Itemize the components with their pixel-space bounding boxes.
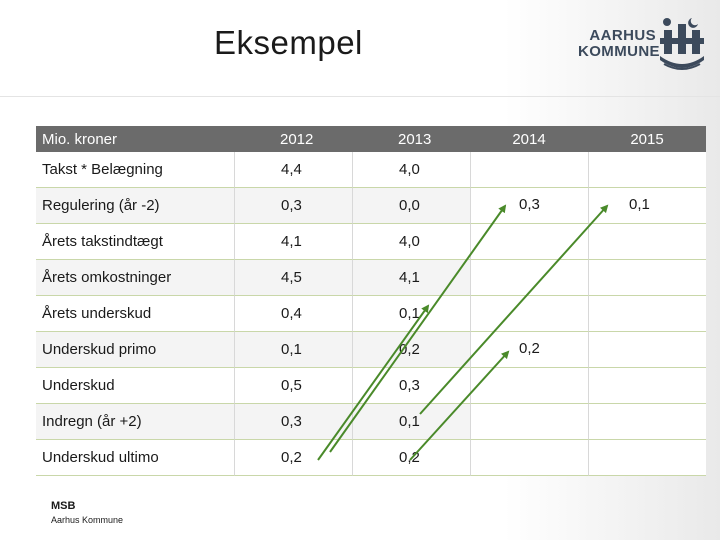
budget-table: Mio. kroner 2012 2013 2014 2015 Takst * …	[36, 126, 706, 476]
table-row: Underskud ultimo 0,2 0,2	[36, 440, 706, 476]
row-label: Årets underskud	[36, 296, 234, 332]
cell-2015	[588, 152, 706, 188]
cell-2015	[588, 296, 706, 332]
logo-wordmark: AARHUS KOMMUNE	[578, 27, 660, 60]
row-label: Årets takstindtægt	[36, 224, 234, 260]
cell-2012: 0,2	[234, 440, 352, 476]
row-label: Takst * Belægning	[36, 152, 234, 188]
cell-2013: 0,2	[352, 332, 470, 368]
table-row: Årets takstindtægt 4,1 4,0	[36, 224, 706, 260]
aarhus-kommune-logo: AARHUS KOMMUNE	[578, 14, 708, 74]
slide-title: Eksempel	[214, 24, 363, 61]
cell-2012: 4,1	[234, 224, 352, 260]
cell-2012: 0,4	[234, 296, 352, 332]
cell-2013: 0,0	[352, 188, 470, 224]
header-2015: 2015	[588, 126, 706, 152]
cell-2012: 0,5	[234, 368, 352, 404]
cell-2015	[588, 440, 706, 476]
cell-2012: 0,1	[234, 332, 352, 368]
cell-2015	[588, 404, 706, 440]
cell-2015	[588, 260, 706, 296]
header-2013: 2013	[352, 126, 470, 152]
cell-2014	[470, 224, 588, 260]
footer-name: Aarhus Kommune	[51, 515, 124, 525]
cell-2012: 4,5	[234, 260, 352, 296]
cell-2014	[470, 152, 588, 188]
table-row: Underskud primo 0,1 0,2	[36, 332, 706, 368]
header-2012: 2012	[234, 126, 352, 152]
cell-2014	[470, 440, 588, 476]
cell-2013: 4,0	[352, 224, 470, 260]
footer-org: MSB	[51, 500, 76, 512]
cell-2014	[470, 296, 588, 332]
value-2014-regulering: 0,3	[519, 196, 540, 213]
row-label: Underskud ultimo	[36, 440, 234, 476]
header-divider	[0, 96, 720, 97]
cell-2014	[470, 260, 588, 296]
cell-2015	[588, 224, 706, 260]
cell-2012: 0,3	[234, 404, 352, 440]
header-2014: 2014	[470, 126, 588, 152]
table-header-row: Mio. kroner 2012 2013 2014 2015	[36, 126, 706, 152]
table-row: Takst * Belægning 4,4 4,0	[36, 152, 706, 188]
row-label: Underskud primo	[36, 332, 234, 368]
cell-2014	[470, 368, 588, 404]
cell-2013: 0,3	[352, 368, 470, 404]
table-row: Underskud 0,5 0,3	[36, 368, 706, 404]
header-mio-kroner: Mio. kroner	[36, 126, 234, 152]
cell-2013: 0,1	[352, 404, 470, 440]
row-label: Årets omkostninger	[36, 260, 234, 296]
table-row: Årets omkostninger 4,5 4,1	[36, 260, 706, 296]
city-seal-icon	[660, 18, 704, 70]
cell-2015	[588, 368, 706, 404]
value-2014-underskud-primo: 0,2	[519, 340, 540, 357]
cell-2015	[588, 332, 706, 368]
cell-2014	[470, 404, 588, 440]
table-row: Årets underskud 0,4 0,1	[36, 296, 706, 332]
logo-line-1: AARHUS	[589, 27, 656, 44]
row-label: Indregn (år +2)	[36, 404, 234, 440]
cell-2013: 4,0	[352, 152, 470, 188]
cell-2012: 4,4	[234, 152, 352, 188]
table-row: Indregn (år +2) 0,3 0,1	[36, 404, 706, 440]
logo-line-2: KOMMUNE	[578, 43, 660, 60]
cell-2013: 4,1	[352, 260, 470, 296]
row-label: Regulering (år -2)	[36, 188, 234, 224]
cell-2013: 0,2	[352, 440, 470, 476]
table-row: Regulering (år -2) 0,3 0,0	[36, 188, 706, 224]
cell-2013: 0,1	[352, 296, 470, 332]
row-label: Underskud	[36, 368, 234, 404]
cell-2012: 0,3	[234, 188, 352, 224]
value-2015-regulering: 0,1	[629, 196, 650, 213]
